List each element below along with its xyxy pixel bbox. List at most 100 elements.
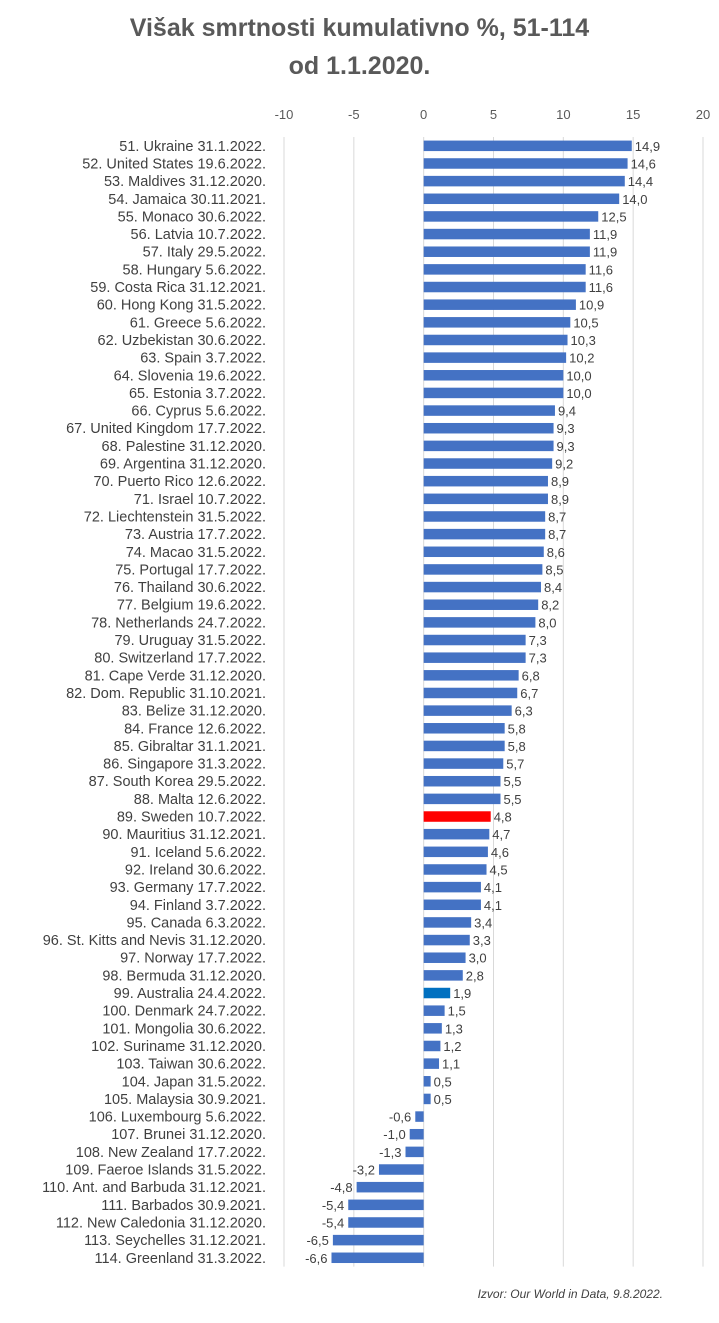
bar bbox=[423, 952, 466, 963]
data-label: 6,3 bbox=[515, 704, 533, 719]
data-label: 10,0 bbox=[566, 386, 591, 401]
category-label: 108. New Zealand 17.7.2022. bbox=[76, 1145, 266, 1161]
bar bbox=[415, 1111, 424, 1122]
bar bbox=[423, 299, 576, 310]
data-label: 8,2 bbox=[541, 598, 559, 613]
category-label: 58. Hungary 5.6.2022. bbox=[123, 262, 267, 278]
data-label: 14,9 bbox=[635, 139, 660, 154]
bar bbox=[423, 881, 481, 893]
data-label: 4,1 bbox=[484, 880, 502, 895]
bar bbox=[332, 1234, 424, 1246]
bar bbox=[423, 740, 505, 752]
data-label: 10,5 bbox=[573, 315, 598, 330]
bar bbox=[423, 617, 536, 628]
bar bbox=[423, 440, 554, 452]
bar bbox=[423, 1023, 442, 1034]
data-label: 3,4 bbox=[474, 915, 492, 930]
data-label: 5,5 bbox=[503, 792, 521, 807]
category-label: 53. Maldives 31.12.2020. bbox=[104, 174, 266, 190]
bar bbox=[423, 528, 546, 540]
category-label: 54. Jamaica 30.11.2021. bbox=[108, 192, 266, 208]
category-label: 83. Belize 31.12.2020. bbox=[122, 704, 266, 720]
bar bbox=[423, 758, 504, 769]
data-label: 5,5 bbox=[503, 774, 521, 789]
data-label: 11,9 bbox=[593, 245, 617, 260]
data-label: -4,8 bbox=[330, 1180, 352, 1195]
bar bbox=[423, 599, 539, 610]
data-label: 5,7 bbox=[506, 757, 524, 772]
category-label: 106. Luxembourg 5.6.2022. bbox=[89, 1110, 266, 1126]
data-label: 6,8 bbox=[522, 668, 540, 683]
data-label: 3,3 bbox=[473, 933, 491, 948]
bar bbox=[423, 458, 553, 469]
data-label: -0,6 bbox=[389, 1110, 411, 1125]
data-label: 6,7 bbox=[520, 686, 538, 701]
category-label: 78. Netherlands 24.7.2022. bbox=[91, 615, 266, 631]
category-label: 69. Argentina 31.12.2020. bbox=[100, 457, 266, 473]
category-label: 112. New Caledonia 31.12.2020. bbox=[56, 1215, 266, 1231]
bar bbox=[423, 246, 590, 257]
bar bbox=[423, 334, 568, 346]
category-label: 81. Cape Verde 31.12.2020. bbox=[85, 668, 266, 684]
data-label: 11,6 bbox=[589, 262, 613, 277]
data-label: -5,4 bbox=[322, 1198, 344, 1213]
x-tick-label: -10 bbox=[275, 107, 294, 122]
bar bbox=[423, 581, 541, 593]
category-label: 114. Greenland 31.3.2022. bbox=[95, 1251, 266, 1267]
bar bbox=[423, 281, 586, 293]
category-label: 79. Uruguay 31.5.2022. bbox=[114, 633, 266, 649]
category-label: 90. Mauritius 31.12.2021. bbox=[102, 827, 266, 843]
category-label: 89. Sweden 10.7.2022. bbox=[117, 810, 266, 826]
data-label: 8,0 bbox=[538, 615, 556, 630]
x-tick-label: 10 bbox=[556, 107, 570, 122]
category-label: 66. Cyprus 5.6.2022. bbox=[131, 404, 266, 420]
data-label: 12,5 bbox=[601, 209, 626, 224]
bar bbox=[423, 387, 564, 399]
category-label: 71. Israel 10.7.2022. bbox=[134, 492, 266, 508]
data-label: 4,1 bbox=[484, 898, 502, 913]
data-label: -1,3 bbox=[379, 1145, 401, 1160]
bar bbox=[423, 775, 501, 787]
category-label: 109. Faeroe Islands 31.5.2022. bbox=[65, 1163, 266, 1179]
category-label: 74. Macao 31.5.2022. bbox=[126, 545, 266, 561]
data-label: 4,6 bbox=[491, 845, 509, 860]
bar bbox=[423, 846, 488, 858]
bar bbox=[423, 475, 548, 487]
data-label: 7,3 bbox=[529, 633, 547, 648]
data-label: 5,8 bbox=[508, 739, 526, 754]
bar bbox=[423, 634, 526, 646]
bar bbox=[423, 193, 620, 205]
bar bbox=[423, 228, 590, 240]
data-label: 10,2 bbox=[569, 351, 594, 366]
bar bbox=[423, 264, 586, 275]
data-label: 14,6 bbox=[631, 156, 656, 171]
data-label: -5,4 bbox=[322, 1215, 344, 1230]
data-label: 9,3 bbox=[557, 421, 575, 436]
category-label: 98. Bermuda 31.12.2020. bbox=[102, 968, 266, 984]
x-tick-label: -5 bbox=[348, 107, 360, 122]
bar bbox=[423, 1076, 431, 1087]
data-label: 4,8 bbox=[494, 810, 512, 825]
category-label: 82. Dom. Republic 31.10.2021. bbox=[66, 686, 266, 702]
category-label: 56. Latvia 10.7.2022. bbox=[131, 227, 266, 243]
bar bbox=[423, 422, 554, 434]
bar bbox=[423, 793, 501, 805]
data-label: 11,9 bbox=[593, 227, 617, 242]
data-label: 9,4 bbox=[558, 404, 576, 419]
category-label: 62. Uzbekistan 30.6.2022. bbox=[98, 333, 266, 349]
bar bbox=[423, 917, 472, 928]
category-label: 113. Seychelles 31.12.2021. bbox=[84, 1233, 266, 1249]
bar bbox=[423, 1058, 440, 1069]
bar bbox=[423, 687, 518, 699]
category-label: 72. Liechtenstein 31.5.2022. bbox=[84, 509, 266, 525]
category-label: 55. Monaco 30.6.2022. bbox=[118, 209, 266, 225]
data-label: 8,5 bbox=[545, 562, 563, 577]
bar bbox=[405, 1146, 424, 1158]
bar bbox=[423, 652, 526, 663]
data-label: 8,9 bbox=[551, 492, 569, 507]
data-label: 1,1 bbox=[442, 1057, 460, 1072]
bar bbox=[423, 352, 567, 363]
bar bbox=[423, 370, 564, 381]
category-label: 100. Denmark 24.7.2022. bbox=[102, 1004, 266, 1020]
